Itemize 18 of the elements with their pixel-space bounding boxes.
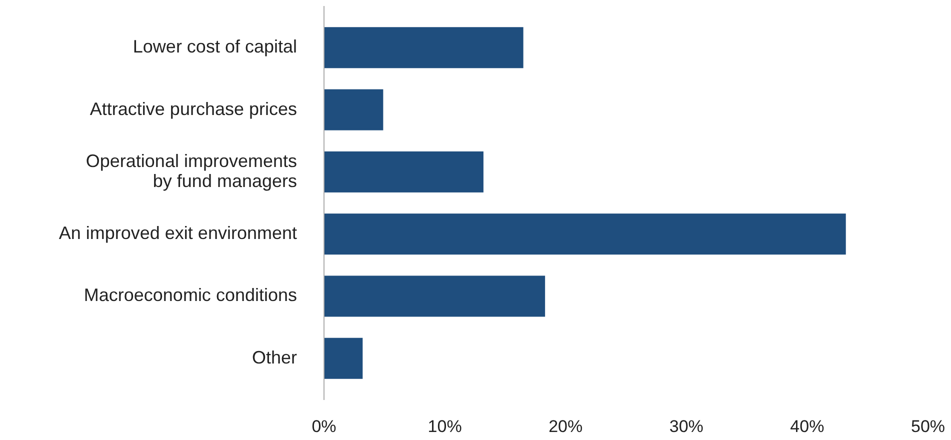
y-tick-label: Macroeconomic conditions [84, 284, 297, 305]
bar [324, 214, 846, 255]
bar [324, 27, 524, 68]
y-tick-label: Lower cost of capital [132, 36, 297, 56]
y-tick-label: Other [252, 347, 297, 368]
bar [324, 338, 363, 379]
y-tick-label: An improved exit environment [58, 222, 297, 243]
y-tick-label: Attractive purchase prices [90, 98, 297, 119]
y-tick-label: Operational improvements by fund managers [86, 150, 297, 191]
x-tick-label: 40% [790, 417, 824, 436]
x-tick-label: 30% [669, 417, 704, 436]
bar [324, 151, 484, 192]
x-tick-label: 0% [312, 417, 336, 436]
bar [324, 276, 546, 317]
x-tick-label: 20% [548, 417, 583, 436]
x-tick-label: 50% [910, 417, 946, 436]
x-tick-label: 10% [428, 417, 462, 436]
bar [324, 89, 384, 130]
